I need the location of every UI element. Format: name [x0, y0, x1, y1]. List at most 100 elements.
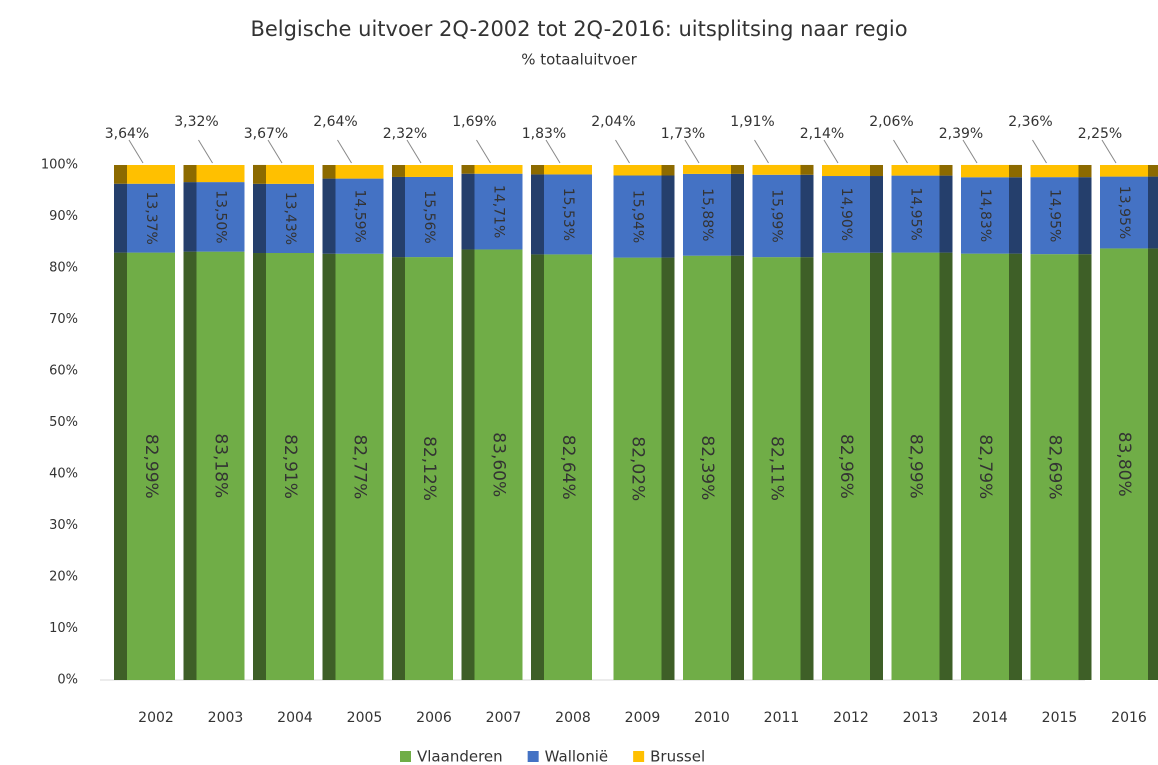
- bar-side: [731, 255, 744, 680]
- bar-side: [114, 252, 127, 680]
- bar-segment: [544, 254, 592, 681]
- data-label: 14,95%: [1047, 189, 1063, 242]
- bar-side: [253, 164, 266, 184]
- bar-segment: [1100, 165, 1148, 177]
- bar-side: [1009, 177, 1022, 254]
- data-label: 3,32%: [174, 114, 218, 130]
- bar-side: [1009, 253, 1022, 680]
- data-label: 2,36%: [1008, 114, 1052, 130]
- bar-side: [392, 165, 405, 177]
- leader-line: [962, 139, 978, 164]
- bar-segment: [822, 252, 870, 681]
- bar-segment: [335, 178, 384, 254]
- bar-segment: [683, 165, 731, 174]
- bar-side: [939, 252, 953, 680]
- x-tick-label: 2010: [694, 710, 730, 726]
- data-label: 14,71%: [491, 185, 507, 238]
- bar-side: [870, 252, 883, 681]
- leader-line: [893, 139, 908, 164]
- bar-segment: [127, 252, 175, 680]
- bar-side: [392, 176, 405, 258]
- bar-side: [731, 173, 744, 256]
- data-label: 82,96%: [836, 434, 856, 499]
- data-label: 14,95%: [908, 187, 924, 240]
- data-label: 13,37%: [143, 191, 159, 244]
- x-tick-label: 2007: [486, 710, 522, 726]
- bar-segment: [1100, 248, 1148, 680]
- bar-side: [661, 175, 675, 258]
- y-tick-label: 10%: [49, 621, 78, 636]
- leader-line: [198, 139, 213, 164]
- bar-side: [183, 182, 197, 252]
- bar-side: [939, 165, 953, 176]
- bar-side: [1078, 254, 1092, 681]
- data-label: 2,32%: [383, 126, 427, 142]
- bar-segment: [891, 252, 940, 680]
- bar-segment: [1100, 176, 1148, 249]
- bar-segment: [822, 165, 870, 177]
- x-tick-label: 2006: [416, 710, 452, 726]
- leader-line: [615, 139, 630, 164]
- bar-segment: [127, 183, 175, 253]
- bar-segment: [266, 164, 314, 184]
- leader-line: [337, 139, 352, 164]
- x-tick-label: 2014: [972, 710, 1008, 726]
- y-tick-label: 70%: [49, 312, 78, 327]
- bar-segment: [961, 177, 1009, 254]
- legend-swatch: [633, 751, 645, 762]
- data-label: 2,64%: [313, 114, 357, 130]
- legend-swatch: [400, 751, 411, 762]
- leader-line: [267, 139, 283, 164]
- data-label: 1,91%: [730, 114, 774, 130]
- leader-line: [754, 139, 769, 164]
- y-tick-label: 40%: [49, 467, 78, 482]
- y-tick-label: 0%: [57, 673, 78, 688]
- bar-segment: [474, 249, 523, 680]
- legend-swatch: [527, 751, 539, 762]
- data-label: 82,69%: [1045, 435, 1065, 500]
- bar-side: [661, 257, 675, 680]
- y-tick-label: 60%: [49, 364, 78, 379]
- x-tick-label: 2002: [138, 710, 174, 726]
- data-label: 82,64%: [558, 435, 578, 500]
- bar-side: [322, 165, 336, 179]
- bar-side: [800, 174, 814, 258]
- data-label: 15,56%: [421, 190, 437, 243]
- bar-side: [114, 183, 127, 253]
- bar-side: [322, 178, 336, 254]
- bar-segment: [1030, 254, 1079, 681]
- bar-segment: [613, 257, 662, 680]
- chart-title: Belgische uitvoer 2Q-2002 tot 2Q-2016: u…: [250, 17, 907, 41]
- bar-segment: [405, 165, 453, 177]
- bar-segment: [961, 253, 1009, 680]
- bar-segment: [752, 257, 801, 680]
- bar-segment: [474, 173, 523, 250]
- leader-line: [545, 139, 561, 164]
- data-label: 2,04%: [591, 114, 635, 130]
- bar-segment: [891, 165, 940, 176]
- x-tick-label: 2009: [625, 710, 661, 726]
- data-label: 82,11%: [767, 436, 787, 501]
- bar-side: [870, 176, 883, 253]
- bar-segment: [266, 183, 314, 254]
- x-tick-label: 2003: [208, 710, 244, 726]
- bar-side: [1009, 164, 1022, 178]
- data-label: 13,43%: [282, 192, 298, 245]
- bar-segment: [474, 165, 523, 174]
- bar-side: [461, 165, 475, 174]
- data-label: 13,50%: [213, 190, 229, 243]
- data-label: 83,80%: [1114, 432, 1134, 497]
- bar-side: [253, 253, 266, 681]
- data-label: 13,95%: [1116, 186, 1132, 239]
- bar-side: [939, 175, 953, 253]
- bar-segment: [683, 173, 731, 256]
- y-tick-label: 50%: [49, 415, 78, 430]
- data-label: 15,94%: [630, 190, 646, 243]
- bar-side: [800, 257, 814, 680]
- data-label: 3,64%: [105, 126, 149, 142]
- data-label: 83,18%: [211, 433, 231, 498]
- data-label: 2,06%: [869, 114, 913, 130]
- bar-segment: [752, 174, 801, 258]
- data-label: 1,69%: [452, 114, 496, 130]
